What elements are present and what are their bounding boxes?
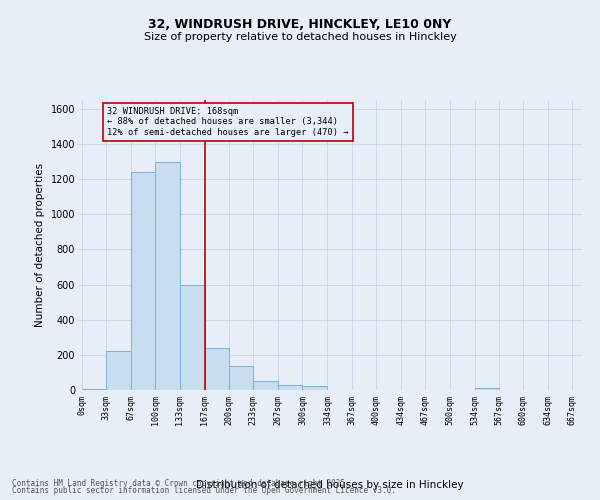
X-axis label: Distribution of detached houses by size in Hinckley: Distribution of detached houses by size … xyxy=(196,480,464,490)
Bar xyxy=(475,388,499,390)
Text: Contains HM Land Registry data © Crown copyright and database right 2025.: Contains HM Land Registry data © Crown c… xyxy=(12,478,350,488)
Text: 32, WINDRUSH DRIVE, HINCKLEY, LE10 0NY: 32, WINDRUSH DRIVE, HINCKLEY, LE10 0NY xyxy=(148,18,452,30)
Bar xyxy=(253,381,278,390)
Text: 32 WINDRUSH DRIVE: 168sqm
← 88% of detached houses are smaller (3,344)
12% of se: 32 WINDRUSH DRIVE: 168sqm ← 88% of detac… xyxy=(107,107,349,137)
Bar xyxy=(229,366,253,390)
Bar xyxy=(278,385,302,390)
Bar xyxy=(82,389,106,390)
Bar xyxy=(155,162,179,390)
Bar xyxy=(179,284,205,390)
Bar xyxy=(131,172,155,390)
Bar xyxy=(106,352,131,390)
Text: Contains public sector information licensed under the Open Government Licence v3: Contains public sector information licen… xyxy=(12,486,396,495)
Y-axis label: Number of detached properties: Number of detached properties xyxy=(35,163,45,327)
Bar xyxy=(205,348,229,390)
Bar xyxy=(302,386,328,390)
Text: Size of property relative to detached houses in Hinckley: Size of property relative to detached ho… xyxy=(143,32,457,42)
